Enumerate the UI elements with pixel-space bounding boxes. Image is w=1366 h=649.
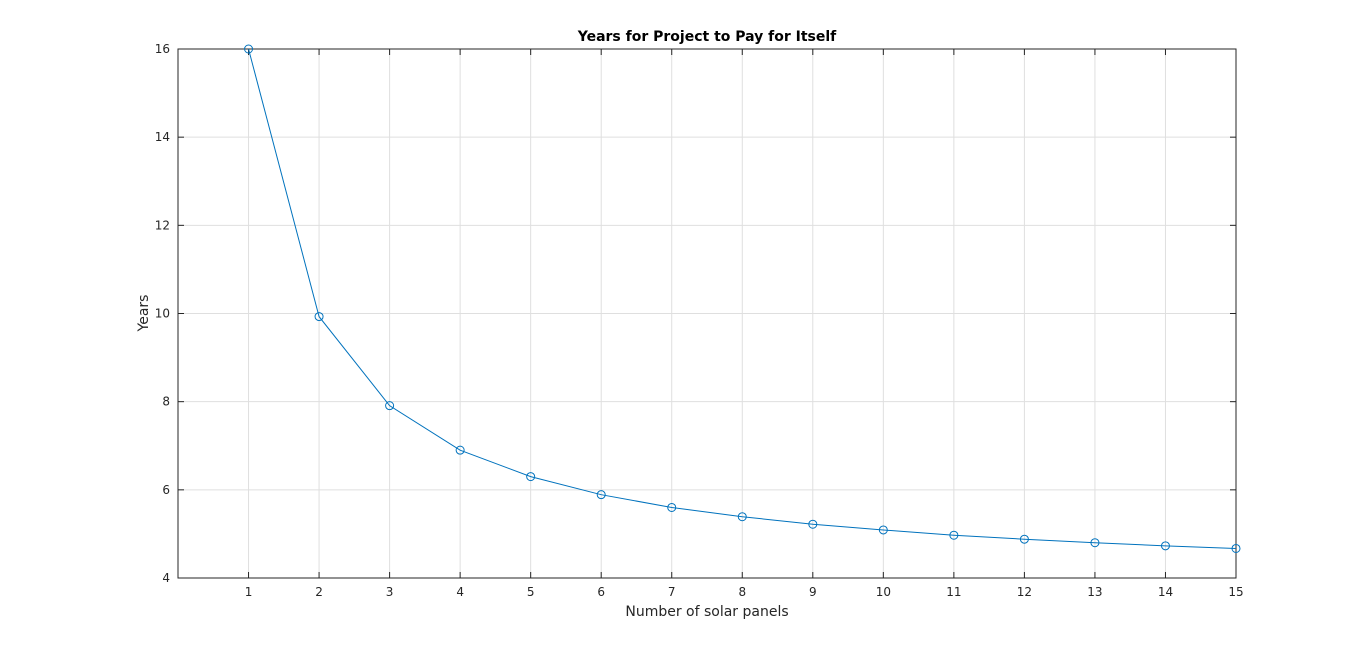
x-tick-label: 9 [809, 585, 817, 599]
x-tick-label: 3 [386, 585, 394, 599]
y-tick-label: 6 [162, 483, 170, 497]
x-tick-label: 5 [527, 585, 535, 599]
data-point [455, 445, 465, 455]
x-tick-label: 8 [738, 585, 746, 599]
x-tick-label: 10 [876, 585, 891, 599]
x-tick-label: 13 [1087, 585, 1102, 599]
x-tick-label: 2 [315, 585, 323, 599]
data-point [808, 519, 818, 529]
data-point [526, 472, 536, 482]
x-tick-label: 14 [1158, 585, 1173, 599]
data-point [949, 530, 959, 540]
data-point [244, 44, 254, 54]
x-tick-label: 11 [946, 585, 961, 599]
series [244, 44, 1241, 553]
y-tick-label: 14 [155, 130, 170, 144]
y-tick-label: 8 [162, 395, 170, 409]
data-point [1019, 534, 1029, 544]
chart-title: Years for Project to Pay for Itself [577, 29, 837, 45]
x-tick-label: 15 [1228, 585, 1243, 599]
x-tick-label: 7 [668, 585, 676, 599]
x-tick-label: 1 [245, 585, 253, 599]
y-tick-label: 16 [155, 42, 170, 56]
x-tick-label: 12 [1017, 585, 1032, 599]
data-point [596, 490, 606, 500]
y-tick-label: 4 [162, 571, 170, 585]
series-line [248, 48, 1237, 549]
data-point [385, 401, 395, 411]
x-tick-label: 4 [456, 585, 464, 599]
data-point [737, 512, 747, 522]
y-tick-label: 12 [155, 218, 170, 232]
y-tick-label: 10 [155, 307, 170, 321]
data-point [1160, 541, 1170, 551]
x-axis-label: Number of solar panels [625, 604, 788, 620]
data-point [1090, 538, 1100, 548]
y-axis-label: Years [136, 295, 152, 333]
data-point [314, 312, 324, 322]
data-point [878, 525, 888, 535]
data-point [667, 502, 677, 512]
x-tick-label: 6 [597, 585, 605, 599]
data-point [1231, 543, 1241, 553]
